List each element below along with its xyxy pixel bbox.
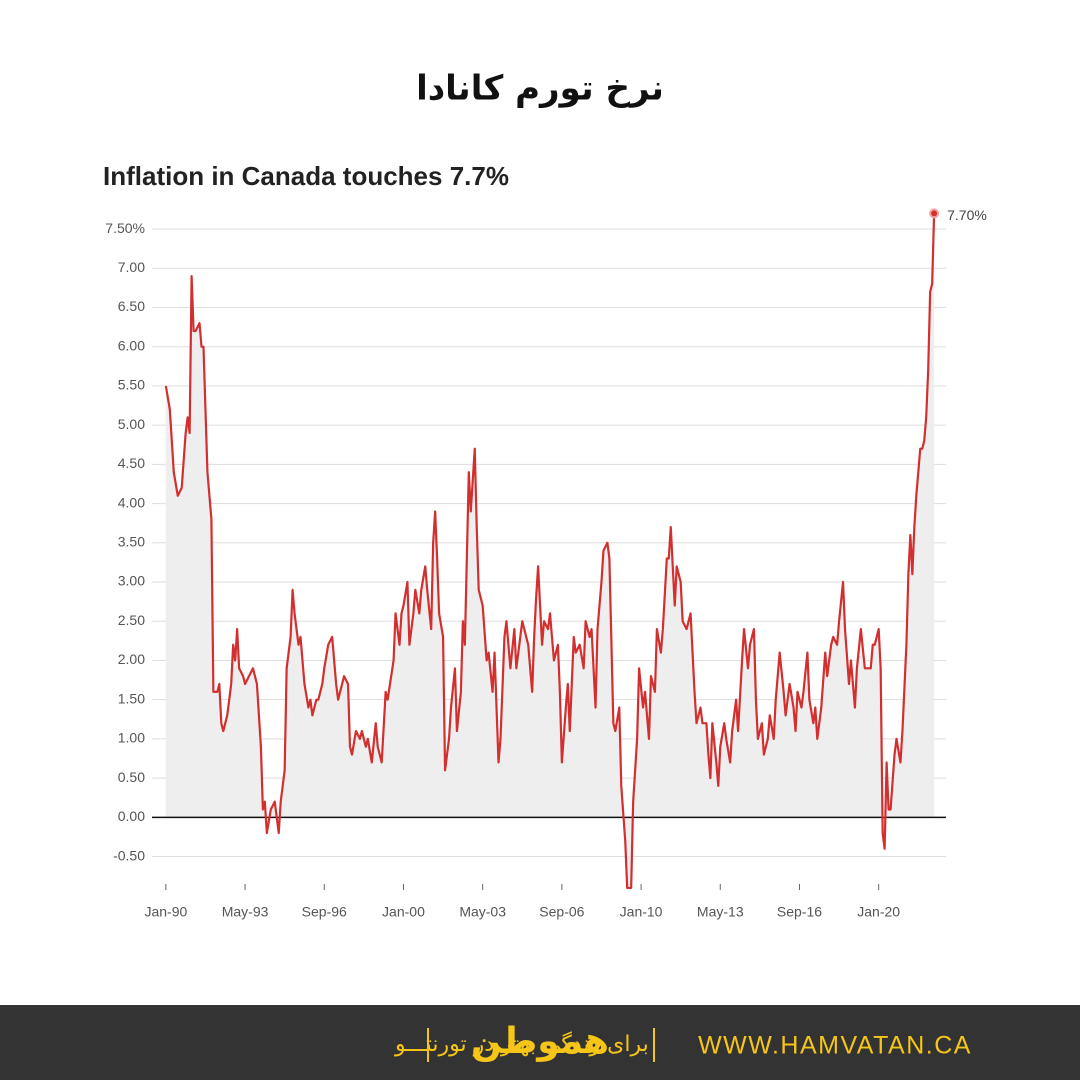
plot-area: -0.50 0.00 0.50 1.00 1.50 2.00 2.50 3.00 3.50 4.0… (105, 207, 987, 920)
y-tick-label: 6.50 (118, 298, 145, 314)
y-tick-label: 4.00 (118, 494, 145, 510)
y-tick-label: 6.00 (118, 337, 145, 353)
annotation-point (929, 208, 940, 219)
annotation-label: 7.70% (947, 207, 987, 223)
x-tick-label: Jan-90 (144, 904, 187, 920)
footer-website[interactable]: WWW.HAMVATAN.CA (698, 1032, 972, 1060)
y-tick-label: 2.00 (118, 651, 145, 667)
x-tick-label: May-93 (222, 904, 269, 920)
footer-logo[interactable]: هموطن (471, 1021, 609, 1062)
y-tick-label: 4.50 (118, 455, 145, 471)
y-tick-label: 3.00 (118, 573, 145, 589)
x-tick-label: Jan-10 (620, 904, 663, 920)
area (165, 213, 935, 888)
y-tick-label: 5.50 (118, 377, 145, 393)
y-tick-label: 0.00 (118, 808, 145, 824)
x-tick-label: Jan-20 (857, 904, 900, 920)
x-tick-label: May-03 (459, 904, 506, 920)
y-tick-label: 3.50 (118, 534, 145, 550)
y-tick-label: 7.50% (105, 220, 145, 236)
footer-bar (0, 1005, 1080, 1080)
header-title: نرخ تورم کانادا (416, 69, 664, 109)
line (164, 213, 936, 890)
y-tick-label: 5.00 (118, 416, 145, 432)
y-tick-label: 1.50 (118, 690, 145, 706)
x-tick-label: Sep-06 (539, 904, 584, 920)
x-tick-label: May-13 (697, 904, 744, 920)
x-tick-label: Sep-16 (777, 904, 822, 920)
y-tick-label: 1.00 (118, 730, 145, 746)
y-tick-label: 2.50 (118, 612, 145, 628)
footer-tagline: برای زندگی بهتر در تورنتـــو (394, 1031, 649, 1057)
x-tick-label: Sep-96 (302, 904, 347, 920)
chart-title: Inflation in Canada touches 7.7% (103, 161, 509, 191)
y-tick-label: 0.50 (118, 769, 145, 785)
y-tick-label: -0.50 (113, 847, 145, 863)
x-tick-label: Jan-00 (382, 904, 425, 920)
y-tick-label: 7.00 (118, 259, 145, 275)
